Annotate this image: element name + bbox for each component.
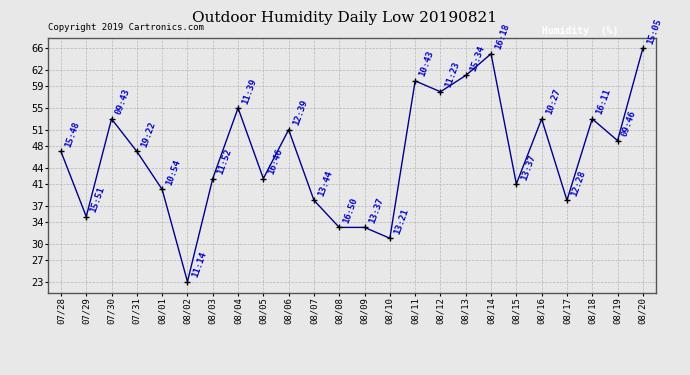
Text: 16:18: 16:18 (494, 22, 511, 51)
Text: 10:54: 10:54 (165, 158, 183, 187)
Text: 12:39: 12:39 (291, 99, 309, 127)
Text: 15:48: 15:48 (63, 120, 81, 148)
Text: 12:28: 12:28 (570, 169, 587, 198)
Text: Outdoor Humidity Daily Low 20190821: Outdoor Humidity Daily Low 20190821 (193, 11, 497, 25)
Text: 19:22: 19:22 (139, 120, 157, 148)
Text: 16:50: 16:50 (342, 196, 359, 225)
Text: 16:46: 16:46 (266, 147, 284, 176)
Text: 09:43: 09:43 (115, 88, 132, 116)
Text: 15:34: 15:34 (469, 44, 486, 73)
Text: 16:11: 16:11 (595, 88, 613, 116)
Text: 11:39: 11:39 (241, 77, 259, 105)
Text: 13:21: 13:21 (393, 207, 411, 236)
Text: 15:05: 15:05 (646, 17, 663, 46)
Text: 13:37: 13:37 (519, 153, 537, 181)
Text: 13:44: 13:44 (317, 169, 335, 198)
Text: 10:43: 10:43 (418, 50, 435, 78)
Text: 11:23: 11:23 (443, 61, 461, 89)
Text: 10:27: 10:27 (544, 88, 562, 116)
Text: Copyright 2019 Cartronics.com: Copyright 2019 Cartronics.com (48, 22, 204, 32)
Text: 09:46: 09:46 (620, 110, 638, 138)
Text: Humidity  (%): Humidity (%) (542, 26, 619, 36)
Text: 11:52: 11:52 (215, 147, 233, 176)
Text: 15:51: 15:51 (89, 185, 107, 214)
Text: 13:37: 13:37 (367, 196, 385, 225)
Text: 11:14: 11:14 (190, 251, 208, 279)
